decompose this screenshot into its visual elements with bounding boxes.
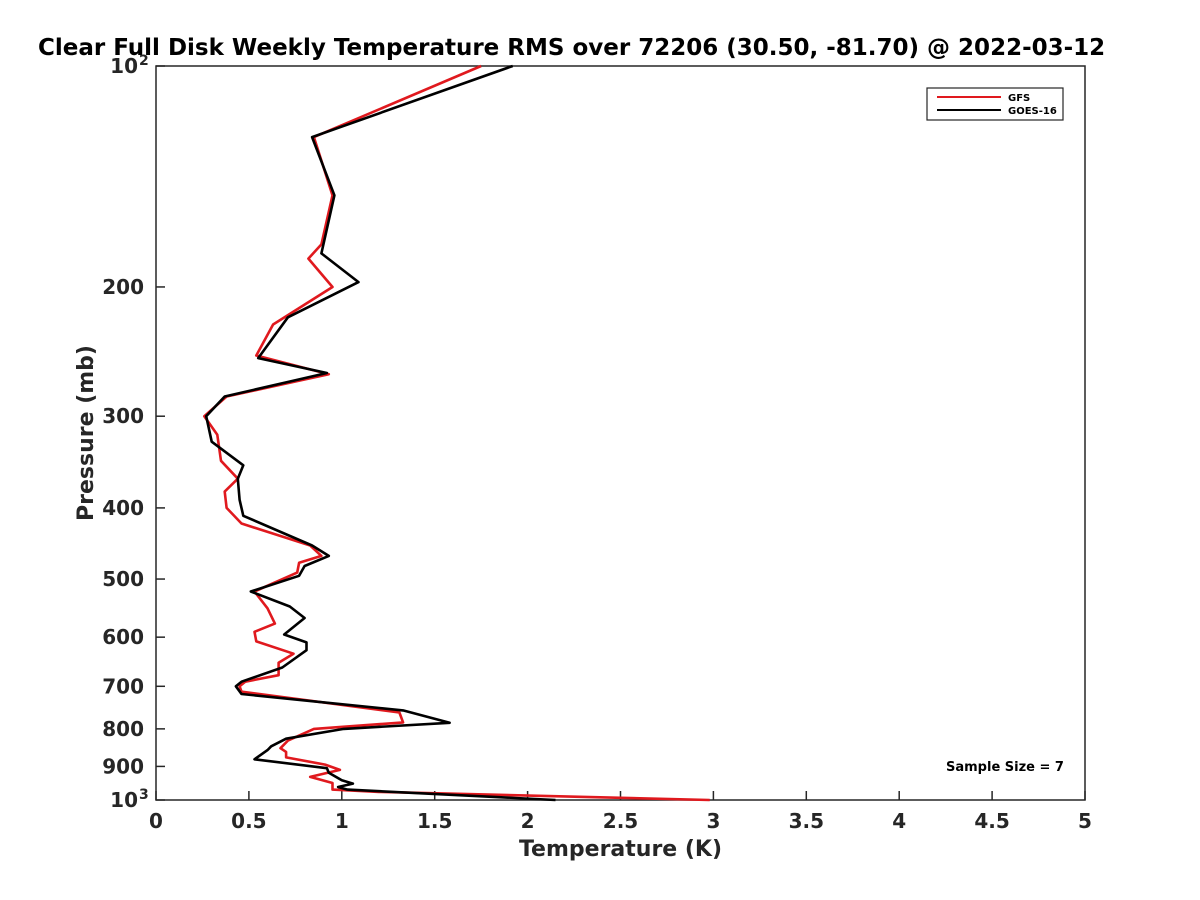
x-axis: 0 0.5 1 1.5 2 2.5 3 3.5 4 4.5 5 — [149, 791, 1092, 833]
y-tick-label: 300 — [102, 404, 144, 428]
x-tick-label: 0.5 — [231, 809, 266, 833]
plot-area — [155, 65, 1086, 801]
y-tick-label: 400 — [102, 496, 144, 520]
y-axis-label: Pressure (mb) — [74, 345, 99, 521]
x-tick-label: 1.5 — [417, 809, 452, 833]
x-tick-label: 1 — [335, 809, 349, 833]
x-tick-label: 4 — [892, 809, 906, 833]
y-tick-exponent: 2 — [139, 53, 149, 69]
x-tick-label: 5 — [1078, 809, 1092, 833]
series-line-gfs — [203, 64, 710, 802]
y-tick-label: 900 — [102, 754, 144, 778]
x-tick-label: 0 — [149, 809, 163, 833]
sample-size-annotation: Sample Size = 7 — [946, 760, 1064, 775]
chart-title: Clear Full Disk Weekly Temperature RMS o… — [38, 35, 1105, 61]
y-tick-label: 800 — [102, 717, 144, 741]
y-tick-exponent: 3 — [139, 787, 149, 803]
x-tick-label: 4.5 — [974, 809, 1009, 833]
y-tick-label: 500 — [102, 567, 144, 591]
y-tick-label: 700 — [102, 674, 144, 698]
x-tick-label: 2 — [521, 809, 535, 833]
legend: GFS GOES-16 — [926, 87, 1064, 121]
legend-label-gfs: GFS — [1008, 93, 1030, 104]
y-tick-label: 10 — [110, 788, 138, 812]
y-tick-label: 10 — [110, 54, 138, 78]
y-tick-label: 600 — [102, 625, 144, 649]
x-axis-label: Temperature (K) — [519, 837, 722, 862]
series-lines — [203, 64, 710, 802]
x-tick-label: 3 — [706, 809, 720, 833]
legend-box — [926, 87, 1064, 121]
x-tick-label: 3.5 — [789, 809, 824, 833]
series-line-goes16 — [204, 64, 556, 802]
x-tick-label: 2.5 — [603, 809, 638, 833]
y-tick-label: 200 — [102, 275, 144, 299]
legend-label-goes16: GOES-16 — [1008, 106, 1057, 117]
